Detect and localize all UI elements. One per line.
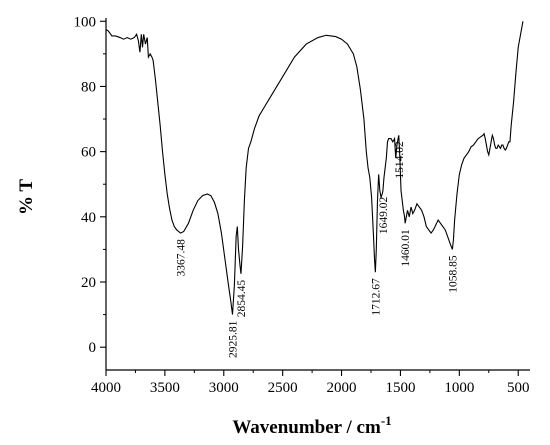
peak-label-1514-02: 1514.02 [394, 141, 406, 179]
x-tick-label-4000: 4000 [91, 380, 121, 396]
x-tick-label-3000: 3000 [209, 380, 239, 396]
x-tick-label-2000: 2000 [327, 380, 357, 396]
peak-annotations: 3367.48 2925.81 2854.45 1712.67 1649.02 1514.… [176, 141, 460, 358]
x-tick-label-2500: 2500 [268, 380, 298, 396]
x-tick-label-500: 500 [507, 380, 530, 396]
x-ticks [105, 370, 519, 376]
x-tick-label-1000: 1000 [444, 380, 474, 396]
x-tick-label-3500: 3500 [150, 380, 180, 396]
y-ticks [100, 20, 106, 348]
peak-label-1712-67: 1712.67 [370, 278, 382, 316]
y-tick-label-40: 40 [81, 210, 96, 226]
x-tick-labels: 4000 3500 3000 2500 2000 1500 1000 500 [91, 380, 529, 396]
axes [105, 18, 530, 371]
peak-label-3367-48: 3367.48 [176, 239, 188, 277]
peak-label-1460-01: 1460.01 [400, 229, 412, 267]
peak-label-2854-45: 2854.45 [236, 280, 248, 318]
x-tick-label-1500: 1500 [385, 380, 415, 396]
spectrum-line [105, 21, 524, 315]
y-tick-label-60: 60 [81, 145, 96, 161]
peak-label-1058-85: 1058.85 [447, 255, 459, 293]
y-tick-label-0: 0 [89, 340, 97, 356]
y-tick-labels: 0 20 40 60 80 100 [74, 14, 97, 356]
peak-label-1649-02: 1649.02 [378, 196, 390, 234]
x-axis-title-superscript: -1 [381, 413, 392, 428]
y-tick-label-80: 80 [81, 79, 96, 95]
x-axis-title: Wavenumber / cm-1 [232, 413, 391, 438]
peak-label-2925-81: 2925.81 [228, 320, 240, 358]
y-tick-label-100: 100 [74, 14, 97, 30]
y-axis-title: % T [16, 179, 37, 215]
y-tick-label-20: 20 [81, 275, 96, 291]
